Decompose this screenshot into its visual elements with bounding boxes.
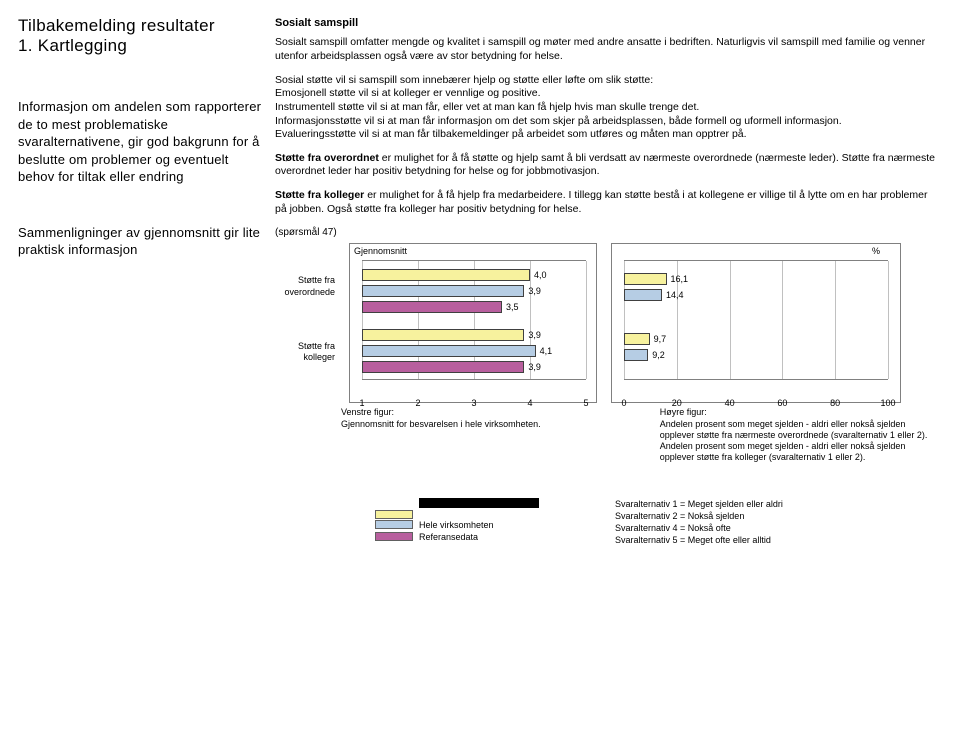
legend-item xyxy=(375,510,575,519)
p2c: Instrumentell støtte vil si at man får, … xyxy=(275,101,699,113)
chart-left-title: Gjennomsnitt xyxy=(350,244,596,260)
chart-right: % 16,114,49,79,2 020406080100 xyxy=(611,243,901,403)
section-heading: Sosialt samspill xyxy=(275,16,936,30)
para-overordnet: Støtte fra overordnet er mulighet for å … xyxy=(275,152,936,179)
xtick: 80 xyxy=(830,398,840,410)
row-label-1: Støtte fra kolleger xyxy=(275,341,335,364)
grid-line xyxy=(888,261,889,379)
legend-swatch xyxy=(375,520,413,529)
bar-value: 14,4 xyxy=(666,289,684,301)
p2a: Sosial støtte vil si samspill som innebæ… xyxy=(275,74,653,86)
bar-value: 16,1 xyxy=(671,273,689,285)
xtick: 4 xyxy=(527,398,532,410)
legend-row: Hele virksomhetenReferansedata Svaralter… xyxy=(275,498,936,547)
legend-swatch xyxy=(375,532,413,541)
bar-value: 9,7 xyxy=(654,333,667,345)
grid-line xyxy=(730,261,731,379)
bar-value: 9,2 xyxy=(652,349,665,361)
bar xyxy=(362,345,536,357)
xtick: 100 xyxy=(880,398,895,410)
p4-head: Støtte fra kolleger xyxy=(275,189,364,201)
left-para-2: Sammenligninger av gjennomsnitt gir lite… xyxy=(18,224,265,259)
p2b: Emosjonell støtte vil si at kolleger er … xyxy=(275,87,541,99)
caption-right: Høyre figur: Andelen prosent som meget s… xyxy=(660,407,936,463)
legend-left: Hele virksomhetenReferansedata xyxy=(375,498,575,547)
question-ref: (spørsmål 47) xyxy=(275,226,936,239)
p2e: Evalueringsstøtte vil si at man får tilb… xyxy=(275,128,747,140)
legend-label: Referansedata xyxy=(419,531,478,543)
para-kolleger: Støtte fra kolleger er mulighet for å få… xyxy=(275,189,936,216)
bar xyxy=(624,333,650,345)
p4-body: er mulighet for å få hjelp fra medarbeid… xyxy=(275,189,927,215)
grid-line xyxy=(586,261,587,379)
p2d: Informasjonsstøtte vil si at man får inf… xyxy=(275,115,842,127)
charts: Støtte fra overordnede Støtte fra kolleg… xyxy=(275,243,936,403)
bar xyxy=(624,289,662,301)
xtick: 1 xyxy=(359,398,364,410)
svar-alt: Svaralternativ 1 = Meget sjelden eller a… xyxy=(615,498,875,547)
xtick: 3 xyxy=(471,398,476,410)
bar-value: 3,9 xyxy=(528,329,541,341)
bar xyxy=(362,301,502,313)
bar xyxy=(624,273,667,285)
bar xyxy=(362,269,530,281)
left-column: Tilbakemelding resultater 1. Kartlegging… xyxy=(0,0,275,729)
page-title: Tilbakemelding resultater 1. Kartlegging xyxy=(18,16,265,56)
xtick: 2 xyxy=(415,398,420,410)
bar-value: 3,9 xyxy=(528,361,541,373)
grid-line xyxy=(835,261,836,379)
bar-value: 3,5 xyxy=(506,301,519,313)
chart-left-plot: 4,0 3,9 3,5 3,9 4,1 3,9 xyxy=(362,260,586,380)
chart-right-plot: 16,1 14,4 9,7 9,2 xyxy=(624,260,888,380)
chart-left: Gjennomsnitt 4,03,93,53,94,13,9 12345 xyxy=(349,243,597,403)
chart-right-title: % xyxy=(612,244,900,260)
row-label-0: Støtte fra overordnede xyxy=(275,275,335,298)
bar xyxy=(624,349,648,361)
grid-line xyxy=(782,261,783,379)
legend-swatch xyxy=(375,510,413,519)
xtick: 0 xyxy=(621,398,626,410)
legend-item: Referansedata xyxy=(375,531,575,543)
bar xyxy=(362,329,524,341)
bar xyxy=(362,361,524,373)
xtick: 5 xyxy=(583,398,588,410)
bar-value: 4,0 xyxy=(534,269,547,281)
bar xyxy=(362,285,524,297)
redacted-bar xyxy=(419,498,539,508)
xtick: 20 xyxy=(672,398,682,410)
caption-left: Venstre figur: Gjennomsnitt for besvarel… xyxy=(341,407,646,463)
xtick: 40 xyxy=(725,398,735,410)
bar-value: 3,9 xyxy=(528,285,541,297)
para-list: Sosial støtte vil si samspill som innebæ… xyxy=(275,74,936,142)
chart-captions: Venstre figur: Gjennomsnitt for besvarel… xyxy=(275,407,936,463)
bar-value: 4,1 xyxy=(540,345,553,357)
left-para-1: Informasjon om andelen som rapporterer d… xyxy=(18,98,265,186)
legend-item: Hele virksomheten xyxy=(375,519,575,531)
para-intro: Sosialt samspill omfatter mengde og kval… xyxy=(275,36,936,63)
chart-row-labels: Støtte fra overordnede Støtte fra kolleg… xyxy=(275,243,335,364)
p3-head: Støtte fra overordnet xyxy=(275,152,379,164)
right-column: Sosialt samspill Sosialt samspill omfatt… xyxy=(275,0,960,729)
legend-label: Hele virksomheten xyxy=(419,519,494,531)
xtick: 60 xyxy=(777,398,787,410)
